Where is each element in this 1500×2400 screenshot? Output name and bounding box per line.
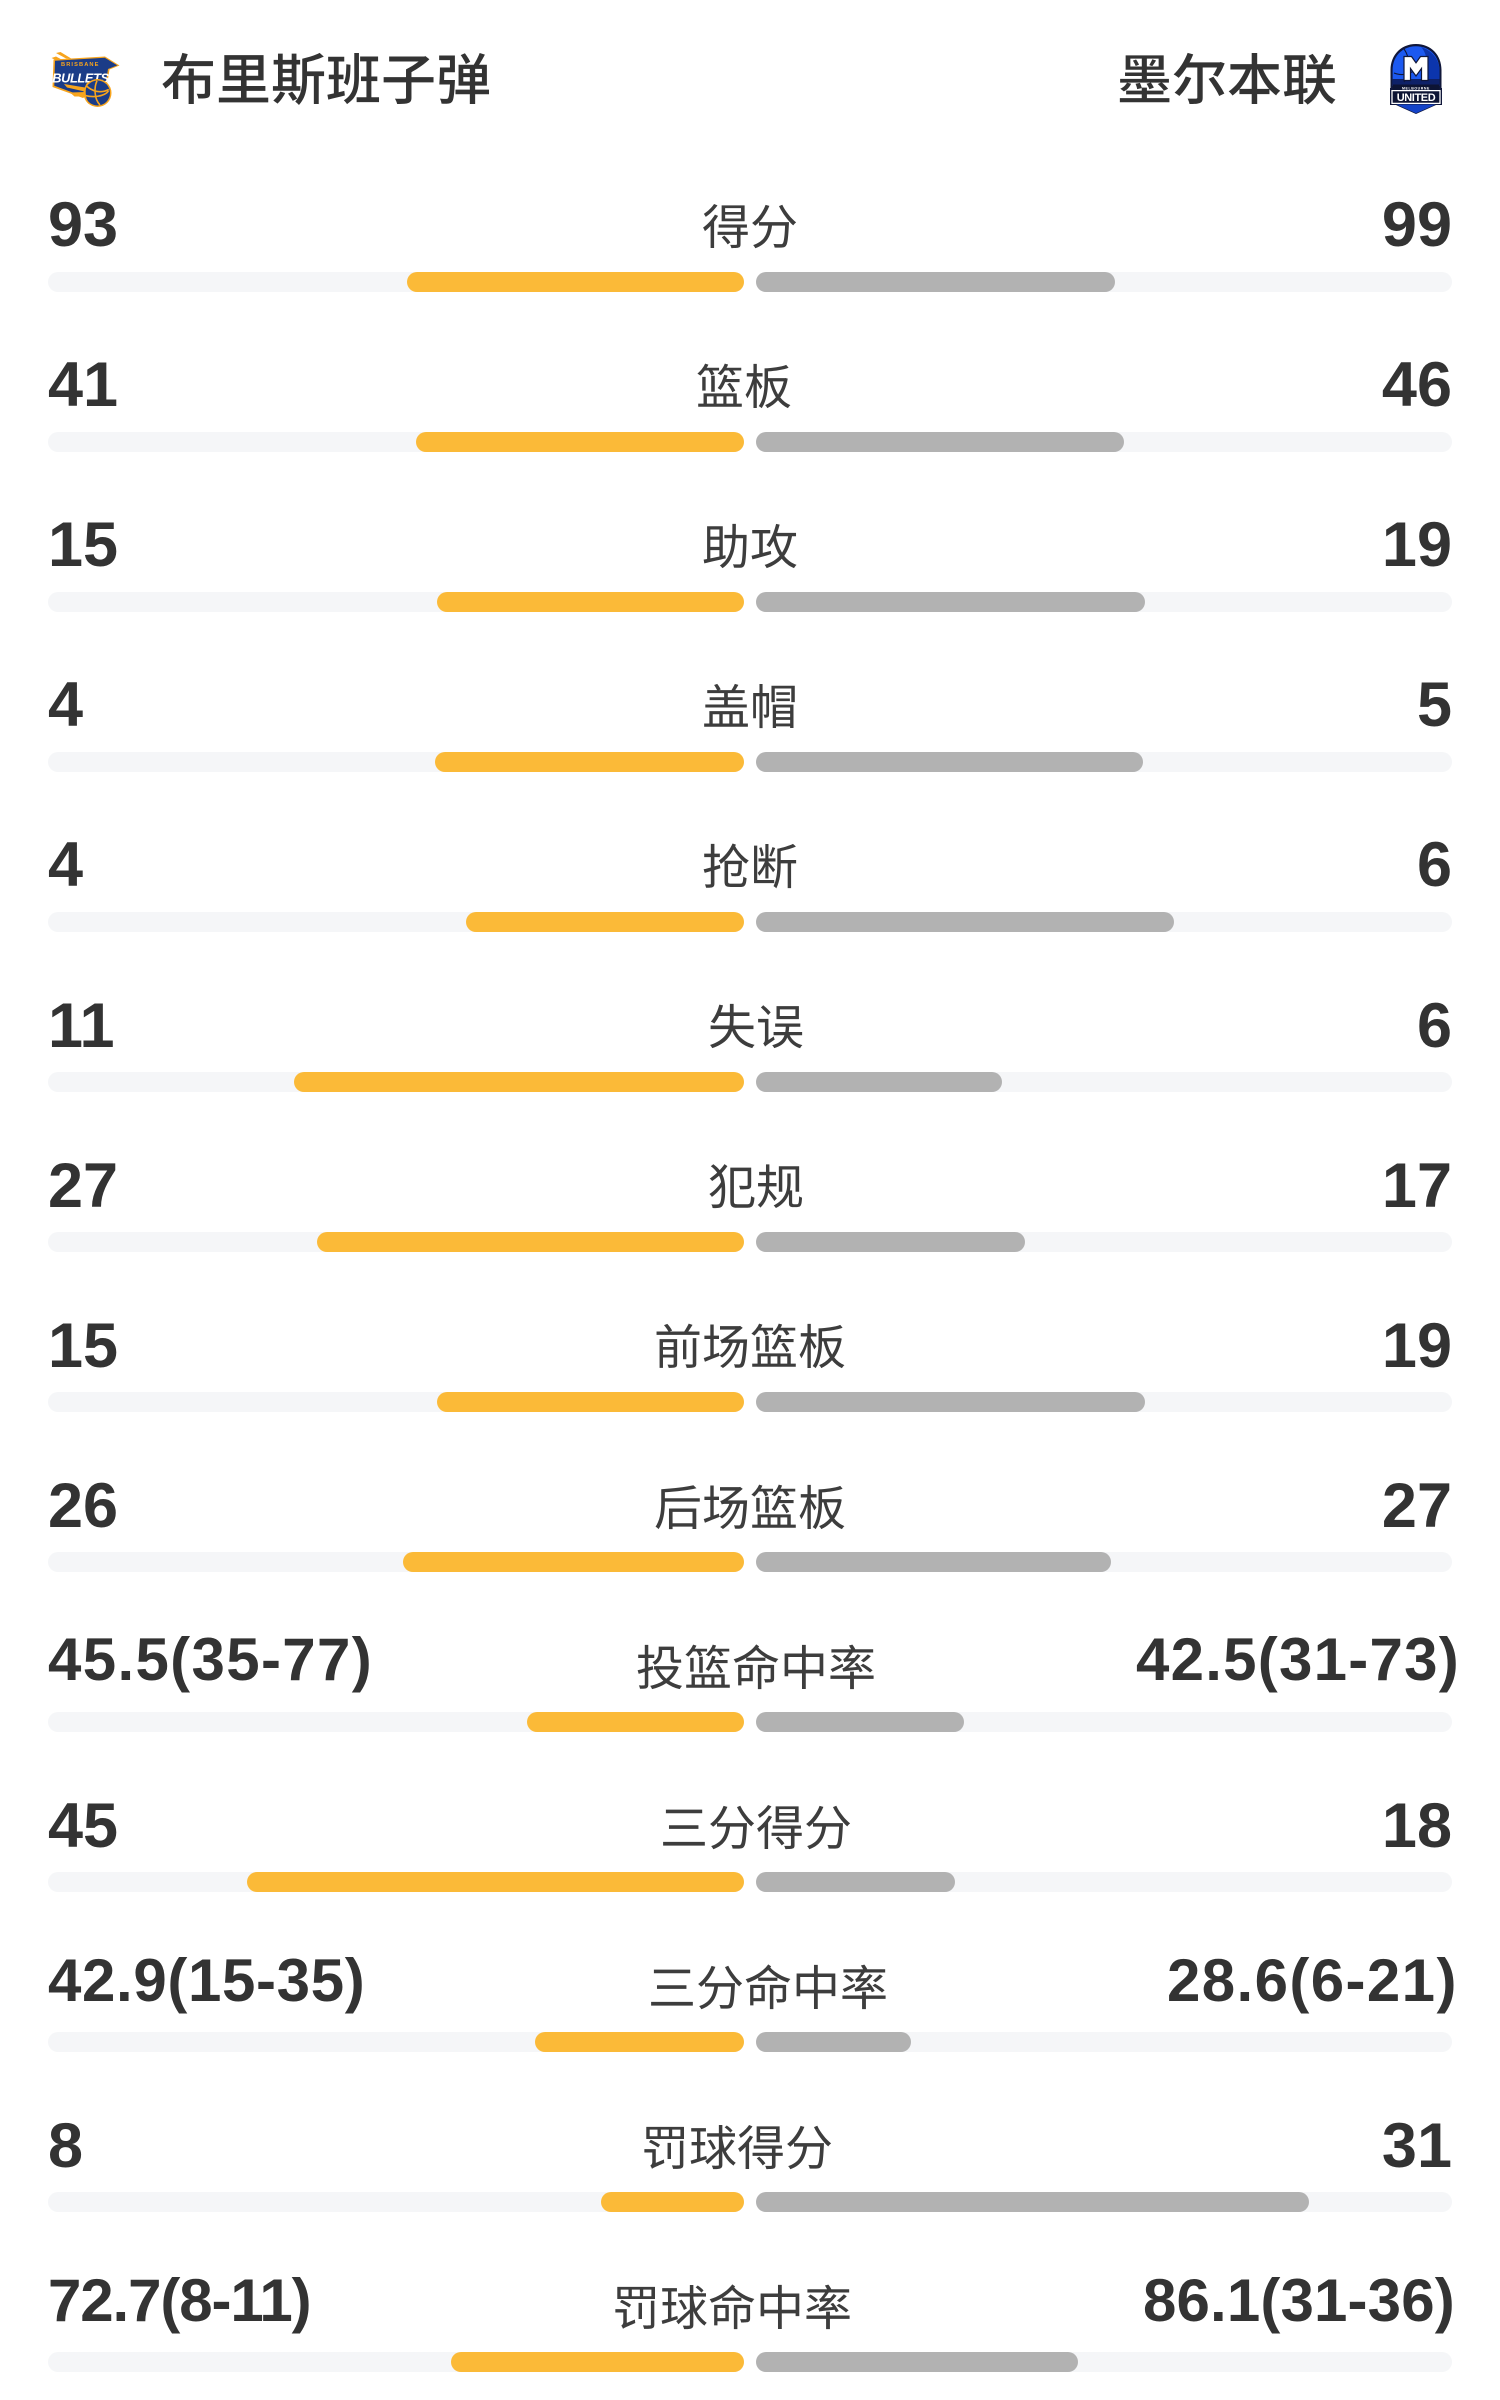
svg-text:UNITED: UNITED [1397, 92, 1436, 104]
svg-text:MELBOURNE: MELBOURNE [1402, 87, 1430, 91]
svg-text:BRISBANE: BRISBANE [61, 62, 100, 68]
